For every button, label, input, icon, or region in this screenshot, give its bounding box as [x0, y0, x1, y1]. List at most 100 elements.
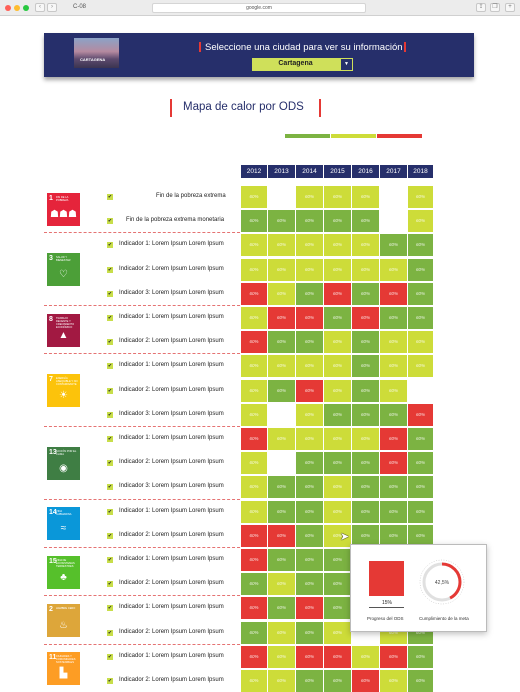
- heatmap-cell[interactable]: 60%: [408, 331, 433, 354]
- heatmap-cell[interactable]: 60%: [408, 234, 433, 257]
- row-checkbox[interactable]: ✔: [107, 218, 113, 225]
- heatmap-cell[interactable]: 60%: [241, 403, 267, 426]
- heatmap-cell[interactable]: 60%: [324, 282, 351, 305]
- heatmap-cell[interactable]: 60%: [296, 258, 323, 281]
- heatmap-cell[interactable]: 60%: [296, 331, 323, 354]
- heatmap-cell[interactable]: 60%: [241, 186, 267, 208]
- heatmap-cell[interactable]: 60%: [408, 670, 433, 692]
- heatmap-cell[interactable]: 60%: [380, 670, 407, 692]
- row-checkbox[interactable]: ✔: [107, 315, 113, 321]
- heatmap-cell[interactable]: 60%: [324, 524, 351, 547]
- heatmap-cell[interactable]: 60%: [241, 476, 267, 499]
- heatmap-cell[interactable]: 60%: [408, 476, 433, 499]
- heatmap-cell[interactable]: 60%: [408, 355, 433, 378]
- heatmap-cell[interactable]: 60%: [268, 549, 295, 571]
- row-checkbox[interactable]: ✔: [107, 194, 113, 200]
- heatmap-cell[interactable]: 60%: [352, 524, 379, 547]
- heatmap-cell[interactable]: 60%: [324, 500, 351, 523]
- address-bar[interactable]: google.com: [152, 3, 366, 13]
- heatmap-cell[interactable]: 60%: [324, 573, 351, 596]
- heatmap-cell[interactable]: 60%: [241, 645, 267, 668]
- tabs-icon[interactable]: ❐: [490, 3, 500, 12]
- sdg-goal-14-tile[interactable]: 14 VIDA SUBMARINA ≈: [47, 507, 80, 541]
- heatmap-cell[interactable]: 60%: [241, 234, 267, 257]
- heatmap-cell[interactable]: 60%: [408, 452, 433, 475]
- heatmap-cell[interactable]: 60%: [380, 331, 407, 354]
- heatmap-cell[interactable]: 60%: [380, 379, 407, 402]
- heatmap-cell[interactable]: [380, 210, 407, 233]
- heatmap-cell[interactable]: 60%: [408, 428, 433, 450]
- heatmap-cell[interactable]: 60%: [324, 597, 351, 620]
- sdg-goal-15-tile[interactable]: 15 VIDA DE ECOSISTEMAS TERRESTRES ♣: [47, 555, 80, 589]
- new-tab-icon[interactable]: +: [505, 3, 515, 12]
- row-checkbox[interactable]: ✔: [107, 678, 113, 684]
- heatmap-cell[interactable]: 60%: [324, 234, 351, 257]
- heatmap-cell[interactable]: 60%: [352, 670, 379, 692]
- heatmap-cell[interactable]: 60%: [268, 500, 295, 523]
- sdg-goal-7-tile[interactable]: 7 ENERGÍA ASEQUIBLE Y NO CONTAMINANTE ☀: [47, 374, 80, 408]
- row-checkbox[interactable]: ✔: [107, 557, 113, 563]
- heatmap-cell[interactable]: [380, 186, 407, 208]
- heatmap-cell[interactable]: 60%: [268, 282, 295, 305]
- heatmap-cell[interactable]: 60%: [324, 307, 351, 329]
- heatmap-cell[interactable]: 60%: [380, 355, 407, 378]
- heatmap-cell[interactable]: 60%: [268, 210, 295, 233]
- row-checkbox[interactable]: ✔: [107, 508, 113, 515]
- heatmap-cell[interactable]: 60%: [241, 428, 267, 450]
- heatmap-cell[interactable]: 60%: [296, 428, 323, 450]
- close-window-icon[interactable]: [5, 5, 11, 11]
- year-header[interactable]: 2018: [408, 165, 433, 178]
- heatmap-cell[interactable]: 60%: [352, 428, 379, 450]
- heatmap-cell[interactable]: 60%: [352, 258, 379, 281]
- heatmap-cell[interactable]: 60%: [352, 210, 379, 233]
- row-checkbox[interactable]: ✔: [107, 629, 113, 636]
- heatmap-cell[interactable]: 60%: [324, 331, 351, 354]
- heatmap-cell[interactable]: [268, 186, 295, 208]
- heatmap-cell[interactable]: 60%: [408, 645, 433, 668]
- year-header[interactable]: 2012: [241, 165, 267, 178]
- heatmap-cell[interactable]: 60%: [241, 597, 267, 620]
- heatmap-cell[interactable]: 60%: [352, 403, 379, 426]
- heatmap-cell[interactable]: 60%: [241, 452, 267, 475]
- heatmap-cell[interactable]: 60%: [296, 573, 323, 596]
- heatmap-cell[interactable]: 60%: [241, 282, 267, 305]
- row-checkbox[interactable]: ✔: [107, 460, 113, 467]
- row-checkbox[interactable]: ✔: [107, 387, 113, 394]
- heatmap-cell[interactable]: 60%: [352, 500, 379, 523]
- heatmap-cell[interactable]: 60%: [268, 258, 295, 281]
- heatmap-cell[interactable]: 60%: [408, 524, 433, 547]
- heatmap-cell[interactable]: 60%: [380, 307, 407, 329]
- heatmap-cell[interactable]: 60%: [352, 355, 379, 378]
- heatmap-cell[interactable]: 60%: [324, 452, 351, 475]
- heatmap-cell[interactable]: 60%: [408, 500, 433, 523]
- row-checkbox[interactable]: ✔: [107, 242, 113, 249]
- heatmap-cell[interactable]: 60%: [296, 355, 323, 378]
- sdg-goal-8-tile[interactable]: 8 TRABAJO DECENTE Y CRECIMIENTO ECONÓMICO…: [47, 313, 80, 347]
- heatmap-cell[interactable]: 60%: [408, 186, 433, 208]
- heatmap-cell[interactable]: 60%: [241, 670, 267, 692]
- heatmap-cell[interactable]: 60%: [268, 355, 295, 378]
- heatmap-cell[interactable]: 60%: [408, 258, 433, 281]
- heatmap-cell[interactable]: 60%: [380, 234, 407, 257]
- heatmap-cell[interactable]: 60%: [241, 379, 267, 402]
- heatmap-cell[interactable]: 60%: [241, 331, 267, 354]
- heatmap-cell[interactable]: 60%: [241, 258, 267, 281]
- heatmap-cell[interactable]: 60%: [352, 282, 379, 305]
- heatmap-cell[interactable]: 60%: [408, 282, 433, 305]
- heatmap-cell[interactable]: 60%: [408, 210, 433, 233]
- heatmap-cell[interactable]: 60%: [352, 476, 379, 499]
- heatmap-cell[interactable]: 60%: [380, 500, 407, 523]
- heatmap-cell[interactable]: 60%: [408, 307, 433, 329]
- sdg-goal-13-tile[interactable]: 13 ACCIÓN POR EL CLIMA ◉: [47, 446, 80, 480]
- heatmap-cell[interactable]: 60%: [241, 573, 267, 596]
- row-checkbox[interactable]: ✔: [107, 605, 113, 612]
- row-checkbox[interactable]: ✔: [107, 484, 113, 491]
- heatmap-cell[interactable]: 60%: [408, 403, 433, 426]
- heatmap-cell[interactable]: 60%: [268, 307, 295, 329]
- heatmap-cell[interactable]: 60%: [296, 476, 323, 499]
- forward-arrow-icon[interactable]: ›: [47, 3, 57, 12]
- heatmap-cell[interactable]: 60%: [352, 452, 379, 475]
- heatmap-cell[interactable]: 60%: [352, 234, 379, 257]
- heatmap-cell[interactable]: 60%: [380, 428, 407, 450]
- heatmap-cell[interactable]: 60%: [324, 379, 351, 402]
